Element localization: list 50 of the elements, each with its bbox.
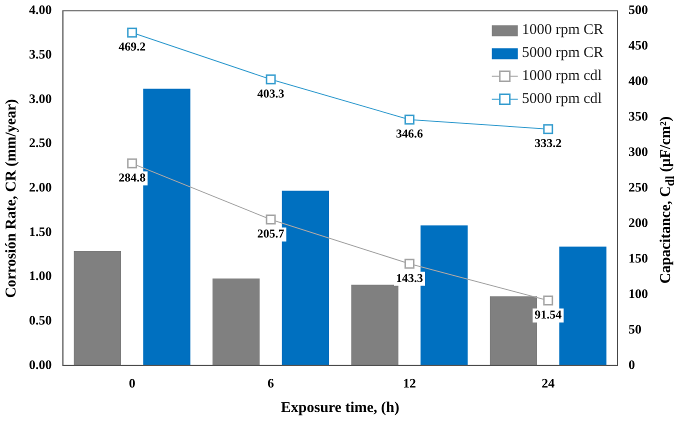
data-label: 346.6	[396, 126, 423, 141]
y-tick-label: 0.00	[29, 356, 52, 372]
bar	[351, 284, 398, 366]
x-tick-label: 12	[402, 376, 416, 391]
y-tick-label: 3.50	[29, 46, 52, 62]
y2-tick-label: 100	[628, 286, 648, 301]
bar	[74, 251, 121, 366]
legend-label: 5000 rpm CR	[522, 45, 604, 62]
y2-tick-label: 50	[628, 321, 642, 336]
legend-label: 1000 rpm cdl	[522, 68, 602, 84]
data-label: 284.8	[118, 170, 146, 185]
data-label: 403.3	[257, 86, 284, 100]
y-tick-label: 0.50	[29, 312, 52, 328]
y2-tick-label: 500	[628, 2, 648, 18]
x-tick-label: 0	[128, 376, 136, 391]
x-tick-label: 24	[542, 376, 556, 391]
y2-tick-label: 400	[628, 73, 648, 88]
data-label: 205.7	[257, 226, 284, 241]
y-tick-label: 2.00	[29, 179, 52, 194]
y2-tick-label: 300	[628, 144, 648, 159]
y-tick-label: 2.50	[29, 135, 52, 150]
point	[404, 114, 414, 125]
y-tick-label: 1.00	[29, 268, 52, 284]
y-tick-label: 1.50	[29, 224, 52, 239]
point	[266, 214, 276, 225]
legend-label: 5000 rpm cdl	[522, 91, 602, 108]
y-tick-label: 4.00	[29, 2, 52, 18]
point	[127, 28, 138, 38]
point	[266, 74, 276, 84]
x-tick-label: 6	[268, 376, 275, 391]
point	[404, 258, 414, 269]
y-tick-label: 3.00	[29, 90, 52, 106]
point	[127, 158, 138, 168]
point	[543, 124, 554, 134]
legend-label: 1000 rpm CR	[522, 22, 604, 38]
y2-tick-label: 450	[628, 38, 648, 53]
y-axis-title: Corrosión Rate, CR (mm/year)	[4, 98, 20, 300]
bar	[420, 225, 468, 366]
y2-tick-label: 200	[628, 214, 648, 230]
point	[543, 295, 554, 306]
y2-tick-label: 250	[628, 179, 648, 194]
x-axis-title: Exposure time, (h)	[280, 400, 400, 416]
data-label: 469.2	[118, 40, 146, 54]
data-label: 333.2	[534, 136, 562, 150]
bar	[212, 278, 260, 366]
y2-tick-label: 150	[628, 250, 648, 266]
y2-tick-label: 0	[628, 356, 635, 372]
data-label: 143.3	[396, 270, 423, 285]
y2-tick-label: 350	[628, 108, 648, 124]
data-label: 91.54	[534, 308, 562, 322]
